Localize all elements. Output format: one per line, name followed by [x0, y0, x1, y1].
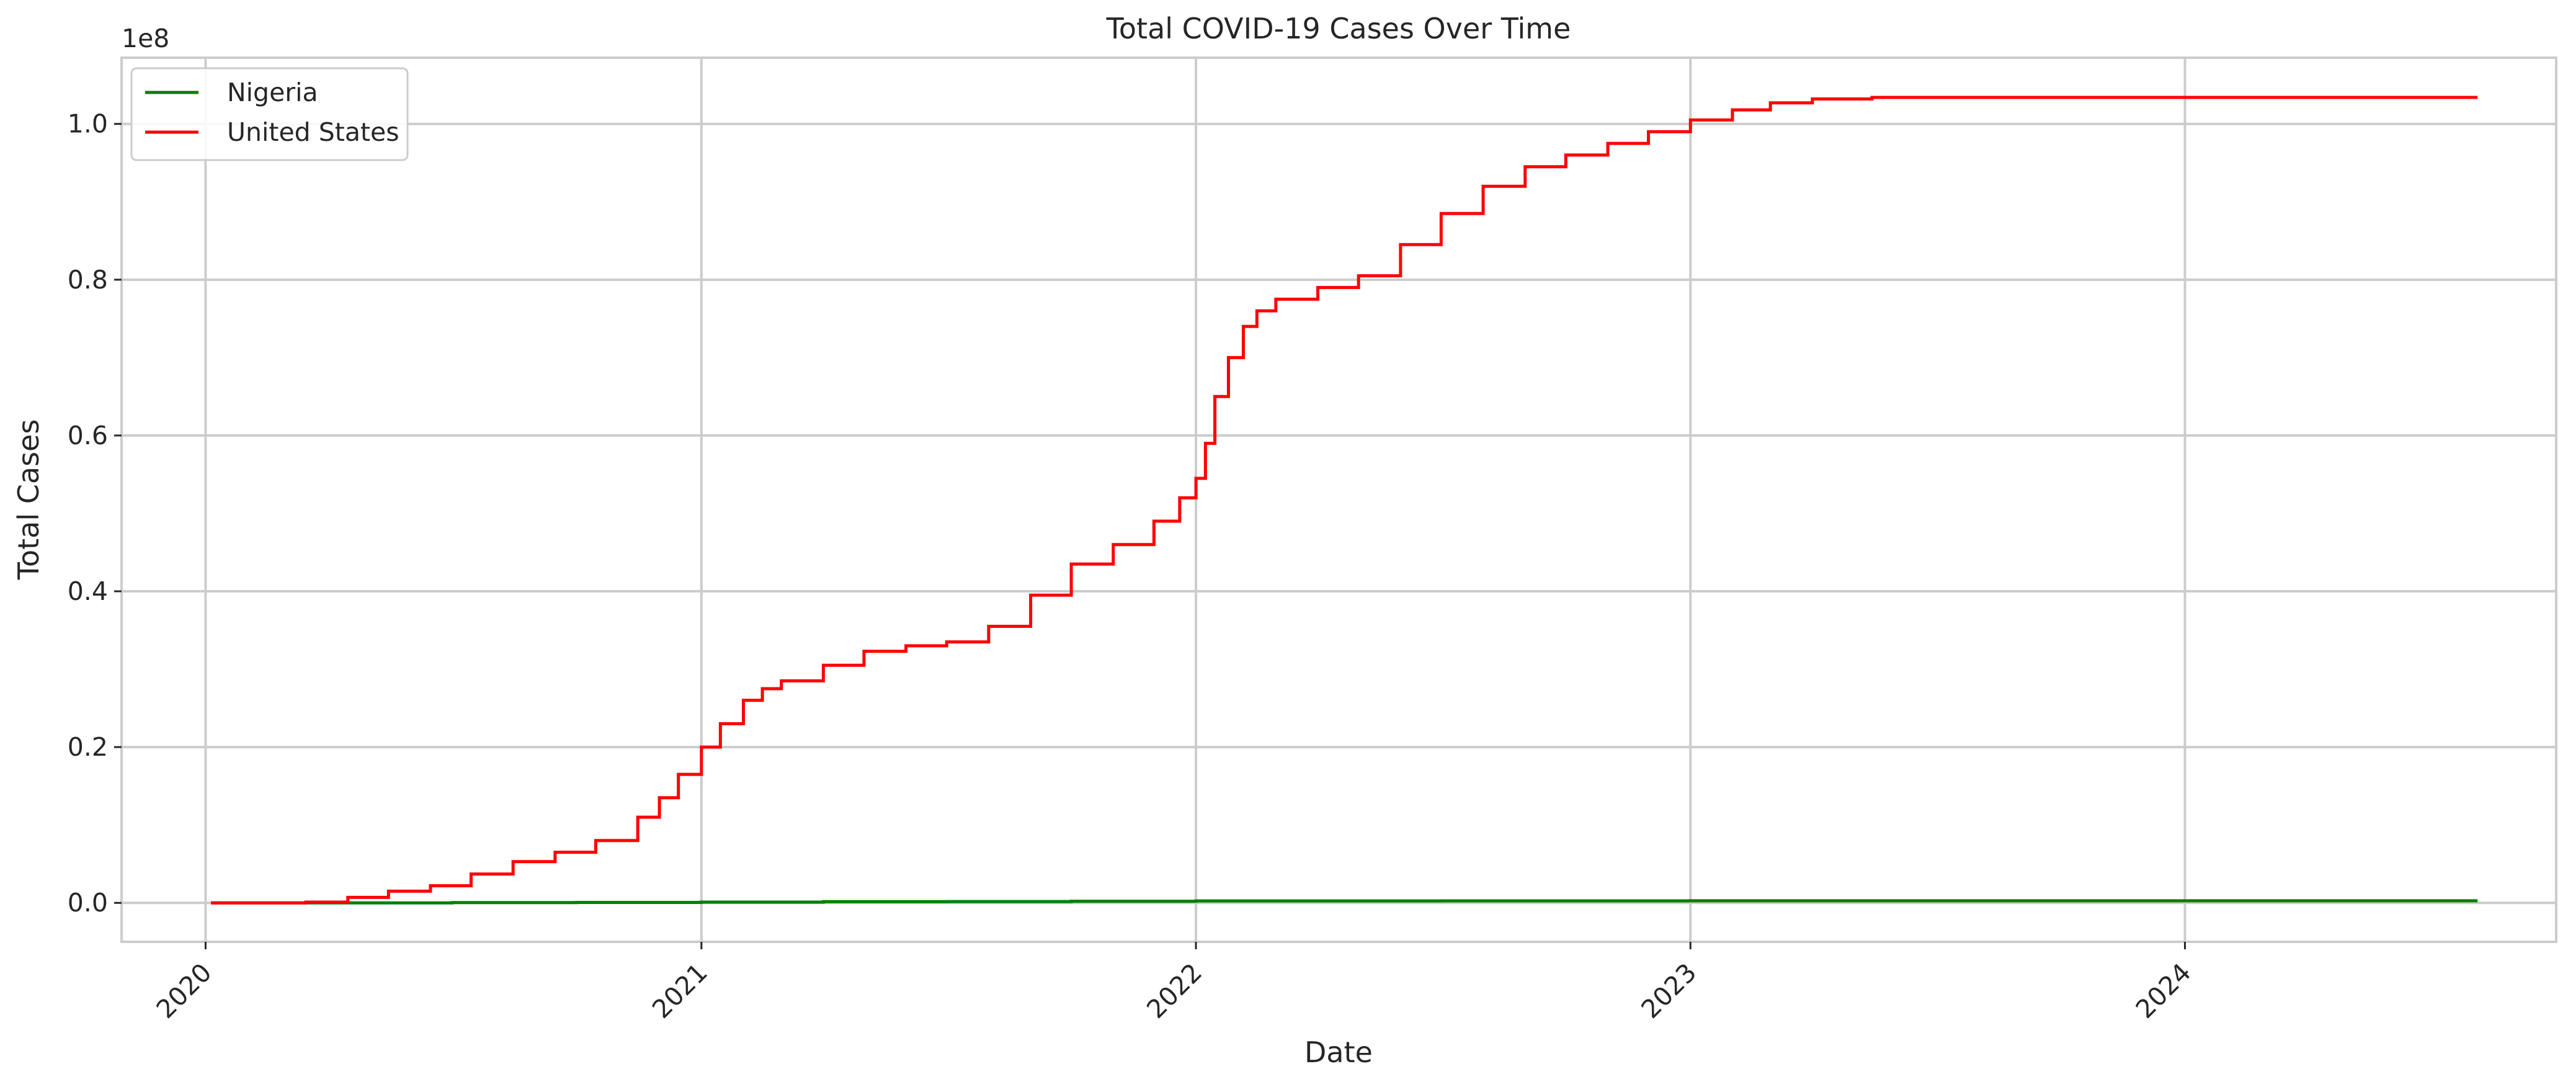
y-axis-label: Total Cases: [12, 419, 45, 581]
plot-frame: [120, 56, 2557, 943]
y-offset-label: 1e8: [122, 24, 169, 53]
y-tick-label-0.0: 0.0: [68, 888, 108, 918]
series-line-united-states: [211, 96, 2478, 905]
chart-title: Total COVID-19 Cases Over Time: [1106, 12, 1571, 45]
legend-label-united-states: United States: [227, 117, 399, 147]
legend-label-nigeria: Nigeria: [227, 78, 318, 107]
series-layer: [211, 96, 2478, 905]
x-axis-label: Date: [1304, 1036, 1373, 1069]
y-tick-label-0.2: 0.2: [68, 732, 108, 762]
y-tick-label-0.4: 0.4: [68, 576, 108, 606]
legend: Nigeria United States: [130, 67, 409, 161]
legend-box: [130, 67, 409, 161]
series-line-nigeria: [211, 899, 2478, 905]
y-tick-label-1.0: 1.0: [68, 109, 108, 139]
y-tick-label-0.6: 0.6: [68, 421, 108, 450]
x-gridlines: [204, 58, 2186, 942]
y-tick-label-0.8: 0.8: [68, 265, 108, 295]
y-tick-labels: 0.0 0.2 0.4 0.6 0.8 1.0: [68, 109, 122, 918]
